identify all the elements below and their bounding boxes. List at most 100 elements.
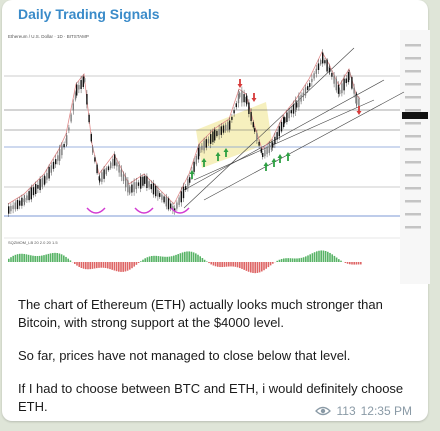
candle-body [288,111,289,118]
candle-body [168,198,169,209]
candle-body [176,203,177,209]
histogram-bar [325,251,327,262]
histogram-bar [8,259,10,262]
histogram-bar [127,262,129,271]
support-curves [87,208,189,213]
histogram-bar [67,259,69,262]
histogram-bar [221,262,223,267]
candle-body [142,177,143,186]
candle-body [28,191,29,200]
candle-body [94,157,95,161]
histogram-bar [268,262,270,267]
candle-body [276,132,277,139]
view-count: 113 [336,404,355,418]
price-tick-label [405,200,421,203]
candle-body [293,104,294,113]
histogram-bar [184,252,186,262]
histogram-bar [144,258,146,262]
histogram-bar [188,251,190,262]
histogram-bar [81,262,83,268]
candle-body [248,102,249,114]
candle-body [66,135,67,145]
candle-body [233,110,234,113]
candle-body [157,190,158,197]
histogram-bar [100,262,102,268]
histogram-bar [164,257,166,262]
histogram-bar [41,256,43,262]
candle-body [78,85,79,89]
candle-body [250,112,251,121]
channel-name[interactable]: Daily Trading Signals [18,6,160,22]
price-tick-label [405,187,421,190]
candle-body [86,94,87,104]
candle-body [331,73,332,77]
histogram-bar [136,262,138,265]
candle-body [291,110,292,113]
histogram-bar [111,262,113,270]
candle-body [206,139,207,147]
histogram-bar [349,262,351,264]
candle-body [125,177,126,187]
candle-body [208,139,209,143]
histogram-bar [105,262,107,268]
histogram-bar [83,262,85,269]
candle-body [229,121,230,130]
histogram-bar [160,256,162,262]
histogram-bar [336,258,338,262]
candle-body [349,72,350,77]
histogram-bar [340,261,342,262]
candle-body [153,183,154,194]
chart-image[interactable]: Ethereum / U.S. Dollar · 1D · BITSTAMP S… [4,30,430,284]
histogram-bar [63,255,65,262]
histogram-bar [263,262,265,270]
histogram-bar [191,252,193,262]
histogram-bar [89,262,91,269]
histogram-bar [303,257,305,262]
histogram-bar [338,259,340,262]
candle-body [307,86,308,90]
message-paragraph-1: The chart of Ethereum (ETH) actually loo… [18,296,414,332]
eth-chart: Ethereum / U.S. Dollar · 1D · BITSTAMP S… [4,30,430,284]
histogram-bar [334,256,336,262]
histogram-bar [158,256,160,262]
histogram-bar [360,262,362,264]
histogram-bar [74,262,76,264]
histogram-bar [215,262,217,266]
histogram-bar [235,262,237,267]
histogram-bar [290,258,292,262]
price-axis-ticks [405,44,421,229]
indicator-label: SQZMOM_LB 20 2.0 20 1.5 [8,240,58,245]
chart-header: Ethereum / U.S. Dollar · 1D · BITSTAMP [8,34,89,39]
candle-body [92,147,93,152]
down-arrow [252,93,257,102]
candle-body [51,165,52,172]
histogram-bar [15,255,17,262]
histogram-bar [39,256,41,262]
histogram-bar [243,262,245,270]
histogram-bar [351,262,353,265]
message-bubble: Daily Trading Signals Ethereum / U.S. Do… [2,0,428,421]
candle-body [322,53,323,64]
histogram-bar [301,258,303,262]
histogram-bar [182,252,184,262]
candle-body [61,145,62,155]
candle-body [138,182,139,185]
histogram-bar [92,262,94,269]
histogram-bar [48,254,50,262]
histogram-bar [228,262,230,267]
candles [8,49,360,217]
histogram-bar [109,262,111,269]
candle-body [183,187,184,199]
histogram-bar [305,256,307,262]
candle-body [73,103,74,110]
candle-body [12,205,13,209]
histogram-bar [318,251,320,262]
histogram-bar [272,262,274,264]
up-arrow [278,154,283,163]
candle-body [59,149,60,161]
histogram-bar [98,262,100,268]
histogram-bar [166,257,168,262]
timestamp: 12:35 PM [361,404,412,418]
histogram-bar [356,262,358,265]
candle-body [264,149,265,156]
